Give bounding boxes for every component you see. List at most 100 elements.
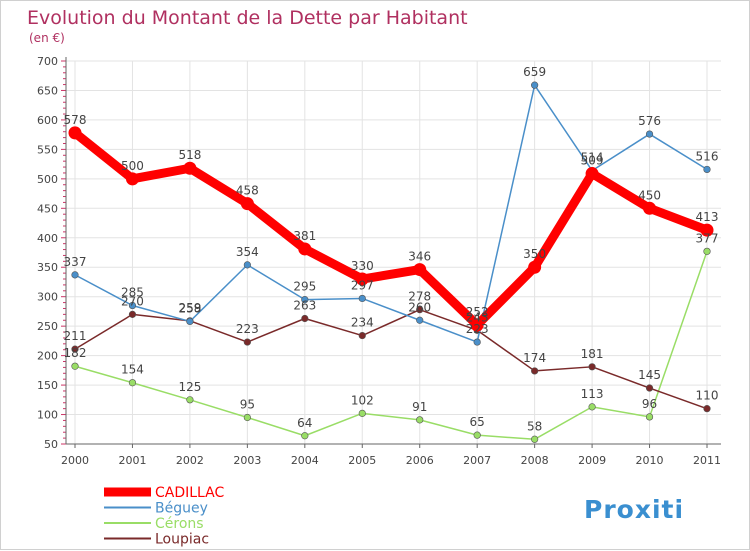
data-label: 578 [64,113,87,127]
data-point [588,363,596,371]
data-point [186,317,194,326]
data-label: 450 [638,188,661,202]
data-label: 182 [64,346,87,360]
data-point [71,345,79,353]
data-point [703,165,711,174]
data-label: 518 [178,148,201,162]
axes: 50 100 150 200 250 300 350 400 450 500 550 600 650 70… [37,55,721,467]
y-tick-label: 250 [37,320,58,333]
data-point [301,314,309,323]
data-label: 263 [293,298,316,312]
data-label: 125 [178,380,201,394]
y-tick-label: 550 [37,143,58,156]
data-label: 260 [408,300,431,314]
logo-text: Proxiti [584,495,684,524]
legend-label-béguey: Béguey [155,501,208,517]
data-point [473,431,481,439]
data-point [703,405,711,413]
data-point [528,260,542,274]
x-tick-label: 2006 [406,454,434,467]
data-point [416,306,424,314]
x-tick-label: 2003 [233,454,261,467]
proxiti-logo: Proxiti [584,495,684,524]
data-label: 350 [523,247,546,261]
series-line-cadillac [70,128,712,330]
data-label: 295 [293,280,316,294]
data-point [531,81,539,89]
data-point [71,362,79,370]
x-tick-label: 2001 [118,454,146,467]
data-label: 278 [408,290,431,304]
series-layer [68,81,714,443]
data-point [416,316,424,324]
chart-unit: (en €) [29,31,65,45]
y-tick-label: 50 [44,438,58,451]
data-label: 64 [297,416,312,430]
data-label: 154 [121,363,144,377]
data-point [298,242,312,256]
y-tick-label: 700 [37,55,58,68]
x-tick-label: 2010 [636,454,664,467]
y-tick-label: 150 [37,379,58,392]
data-point [531,435,539,443]
x-tick-label: 2005 [348,454,376,467]
data-label: 252 [466,305,489,319]
data-point [128,310,137,318]
y-tick-label: 650 [37,84,58,97]
data-label: 96 [642,397,657,411]
data-labels: 578 500 518 458 381 330 346 252 350 509 450 413 337 2… [64,65,719,433]
data-point [703,247,711,255]
data-label: 270 [121,294,144,308]
data-point [416,416,424,424]
data-point [358,331,366,340]
data-point [645,384,654,392]
x-tick-label: 2007 [463,454,491,467]
data-point [470,318,484,332]
data-point [413,263,427,277]
x-tick-label: 2009 [578,454,606,467]
data-label: 174 [523,351,546,365]
y-tick-label: 100 [37,409,58,422]
data-point [68,126,82,140]
legend-label-cadillac: CADILLAC [155,485,225,501]
data-point [585,167,599,181]
series-line-cérons [74,250,708,441]
legend-label-loupiac: Loupiac [155,532,209,548]
data-label: 258 [178,301,201,315]
data-label: 576 [638,114,661,128]
x-tick-label: 2008 [521,454,549,467]
y-tick-label: 300 [37,291,58,304]
data-label: 500 [121,159,144,173]
data-point [183,161,197,175]
data-point [473,338,481,346]
grid [66,60,721,445]
data-label: 91 [412,400,427,414]
data-label: 102 [351,393,374,407]
data-label: 514 [581,151,604,165]
data-point [355,272,369,286]
data-label: 211 [64,329,87,343]
series-line-béguey [74,84,708,343]
data-point [531,367,539,375]
y-tick-label: 500 [37,173,58,186]
data-label: 659 [523,65,546,79]
data-point [301,432,309,440]
y-tick-label: 450 [37,202,58,215]
data-label: 223 [466,322,489,336]
data-point [301,296,309,304]
y-tick-label: 350 [37,261,58,274]
data-label: 458 [236,184,259,198]
x-tick-label: 2004 [291,454,319,467]
data-label: 516 [696,149,719,163]
data-point [358,294,366,303]
data-point [643,201,657,215]
data-point [588,403,596,411]
data-label: 223 [236,322,259,336]
data-label: 330 [351,259,374,273]
data-label: 95 [240,397,255,411]
y-tick-label: 400 [37,232,58,245]
legend-label-cérons: Cérons [155,516,204,532]
data-label: 259 [178,301,201,315]
data-label: 243 [466,310,489,324]
